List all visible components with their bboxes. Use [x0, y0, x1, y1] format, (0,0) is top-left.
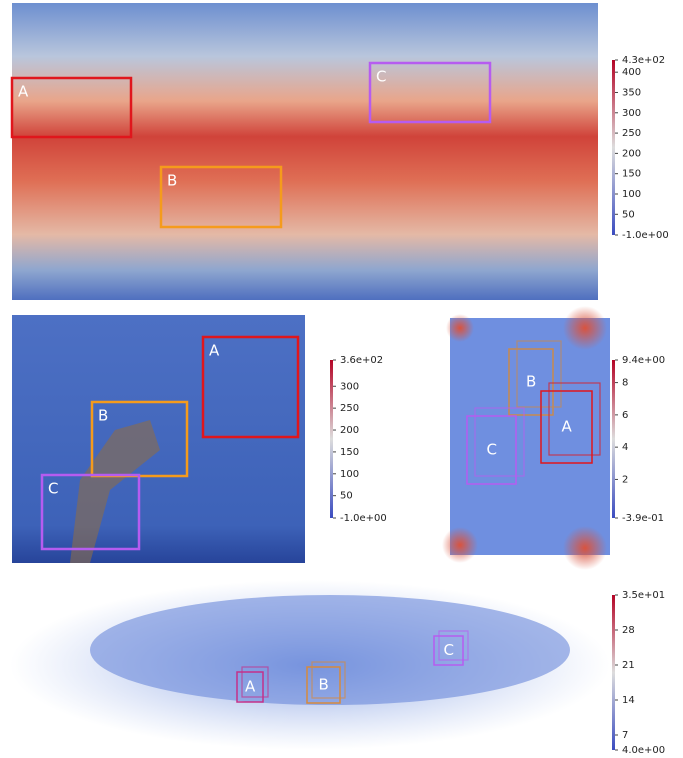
colorbar-label: 4.3e+02 — [622, 55, 665, 66]
box-label: A — [18, 83, 29, 101]
colorbar-label: -1.0e+00 — [622, 230, 669, 241]
colorbar-label: 6 — [622, 410, 628, 421]
terrain-image — [12, 315, 305, 563]
colorbar-label: 50 — [622, 209, 635, 220]
hot-spot — [442, 527, 478, 563]
colorbar-label: 28 — [622, 625, 635, 636]
colorbar-label: 3.6e+02 — [340, 355, 383, 366]
colorbar-label: 400 — [622, 67, 641, 78]
box-label: C — [376, 68, 386, 86]
colorbar — [612, 360, 615, 518]
colorbar-label: 4 — [622, 442, 628, 453]
colorbar-label: 300 — [622, 108, 641, 119]
colorbar-label: 3.5e+01 — [622, 590, 665, 601]
hot-spot — [446, 314, 474, 342]
colorbar-label: -1.0e+00 — [340, 513, 387, 524]
colorbar-label: 350 — [622, 87, 641, 98]
box-label: B — [98, 407, 108, 425]
box-label: C — [48, 480, 58, 498]
volume-core — [90, 595, 570, 705]
map-image — [12, 3, 598, 300]
colorbar-label: 300 — [340, 381, 359, 392]
colorbar — [330, 360, 333, 518]
colorbar-label: 150 — [622, 169, 641, 180]
colorbar-label: 50 — [340, 491, 353, 502]
colorbar — [612, 60, 615, 235]
box-label: B — [319, 676, 329, 694]
colorbar-label: 250 — [340, 403, 359, 414]
box-label: C — [444, 641, 454, 659]
colorbar — [612, 595, 615, 750]
colorbar-label: -3.9e-01 — [622, 513, 664, 524]
colorbar-label: 2 — [622, 474, 628, 485]
colorbar-label: 4.0e+00 — [622, 745, 665, 756]
box-label: C — [487, 441, 497, 459]
colorbar-label: 21 — [622, 660, 635, 671]
colorbar-label: 100 — [340, 469, 359, 480]
box-label: B — [167, 172, 177, 190]
box-label: A — [209, 342, 220, 360]
figure: ABCABCBACABC 4.3e+0240035030025020015010… — [0, 0, 683, 758]
colorbar-label: 9.4e+00 — [622, 355, 665, 366]
colorbar-label: 14 — [622, 695, 635, 706]
colorbar-label: 200 — [622, 148, 641, 159]
box-label: A — [562, 418, 573, 436]
colorbar-label: 150 — [340, 447, 359, 458]
box-label: A — [245, 678, 256, 696]
colorbar-label: 250 — [622, 128, 641, 139]
colorbar-label: 7 — [622, 730, 628, 741]
box-label: B — [526, 373, 536, 391]
colorbar-label: 8 — [622, 378, 628, 389]
hot-spot — [563, 306, 607, 350]
cube-image — [450, 318, 610, 555]
colorbar-label: 100 — [622, 189, 641, 200]
hot-spot — [563, 526, 607, 570]
colorbar-label: 200 — [340, 425, 359, 436]
